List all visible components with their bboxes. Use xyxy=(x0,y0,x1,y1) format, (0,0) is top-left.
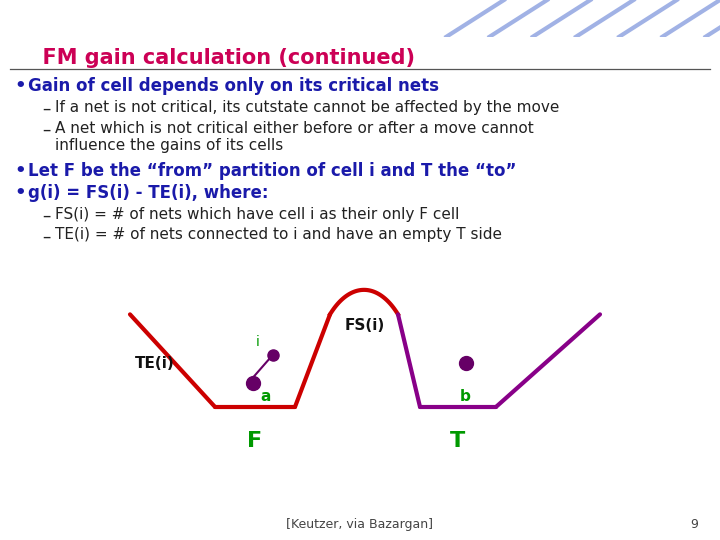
Text: FS(i) = # of nets which have cell i as their only F cell: FS(i) = # of nets which have cell i as t… xyxy=(55,207,459,221)
Text: –: – xyxy=(42,207,50,225)
Text: TE(i) = # of nets connected to i and have an empty T side: TE(i) = # of nets connected to i and hav… xyxy=(55,227,502,242)
Text: FM gain calculation (continued): FM gain calculation (continued) xyxy=(28,48,415,68)
Text: i: i xyxy=(256,335,260,349)
Text: F: F xyxy=(248,431,263,451)
Text: a: a xyxy=(260,389,271,403)
Text: –: – xyxy=(42,100,50,118)
Text: influence the gains of its cells: influence the gains of its cells xyxy=(55,138,283,153)
Text: •: • xyxy=(14,77,26,95)
Text: •: • xyxy=(14,162,26,180)
Text: BEIHANG UNIVERSITY: BEIHANG UNIVERSITY xyxy=(9,11,202,25)
Text: If a net is not critical, its cutstate cannot be affected by the move: If a net is not critical, its cutstate c… xyxy=(55,100,559,115)
Text: Let F be the “from” partition of cell i and T the “to”: Let F be the “from” partition of cell i … xyxy=(28,162,516,180)
Text: A net which is not critical either before or after a move cannot: A net which is not critical either befor… xyxy=(55,120,534,136)
Text: –: – xyxy=(42,120,50,139)
Text: Gain of cell depends only on its critical nets: Gain of cell depends only on its critica… xyxy=(28,77,439,95)
Text: 9: 9 xyxy=(690,518,698,531)
Text: T: T xyxy=(451,431,466,451)
Text: FS(i): FS(i) xyxy=(345,318,385,333)
Text: [Keutzer, via Bazargan]: [Keutzer, via Bazargan] xyxy=(287,518,433,531)
Text: –: – xyxy=(42,227,50,245)
Text: b: b xyxy=(460,389,471,403)
Text: g(i) = FS(i) - TE(i), where:: g(i) = FS(i) - TE(i), where: xyxy=(28,184,269,202)
Text: TE(i): TE(i) xyxy=(135,356,175,371)
Text: •: • xyxy=(14,184,26,202)
